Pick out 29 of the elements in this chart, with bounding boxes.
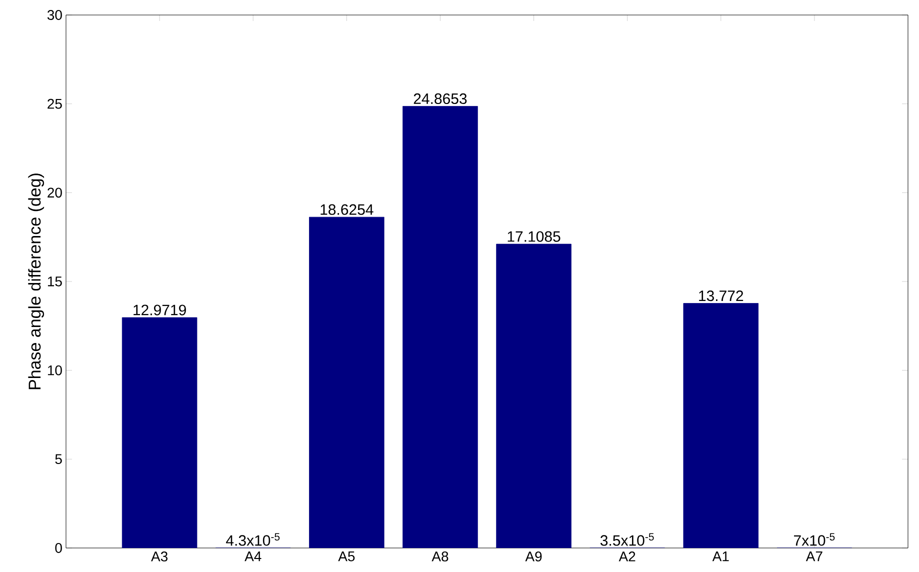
data-label: 13.772	[699, 290, 744, 302]
y-tick-label: 0	[55, 543, 62, 553]
data-label: 7x10$^{-5}$	[794, 533, 835, 546]
x-tick-label: A7	[806, 552, 822, 562]
y-tick-label: 20	[48, 188, 62, 198]
bar	[122, 317, 198, 548]
data-label: 18.6254	[320, 204, 374, 215]
x-tick-label: A1	[712, 552, 729, 562]
y-axis-title: Phase angle difference (deg)	[28, 174, 44, 390]
bar	[309, 216, 384, 548]
bar	[683, 303, 759, 548]
x-tick-label: A9	[525, 552, 542, 562]
data-label: 4.3x10$^{-5}$	[226, 533, 280, 546]
y-tick-label: 30	[47, 10, 62, 20]
y-tick-label: 5	[55, 454, 62, 464]
data-label: 12.9719	[134, 304, 186, 316]
data-label: 24.8653	[414, 93, 467, 104]
x-tick-label: A3	[151, 552, 168, 562]
bar	[402, 106, 478, 548]
y-tick-label: 25	[48, 98, 62, 109]
y-tick-label: 15	[48, 276, 62, 286]
x-tick-label: A8	[432, 552, 448, 562]
y-tick-label: 10	[48, 365, 62, 376]
x-tick-label: A4	[244, 552, 262, 562]
data-label: 3.5x10$^{-5}$	[600, 533, 654, 546]
x-tick-label: A2	[618, 552, 636, 562]
data-label: 17.1085	[508, 231, 560, 242]
bar	[496, 244, 572, 548]
x-tick-label: A5	[338, 552, 355, 562]
